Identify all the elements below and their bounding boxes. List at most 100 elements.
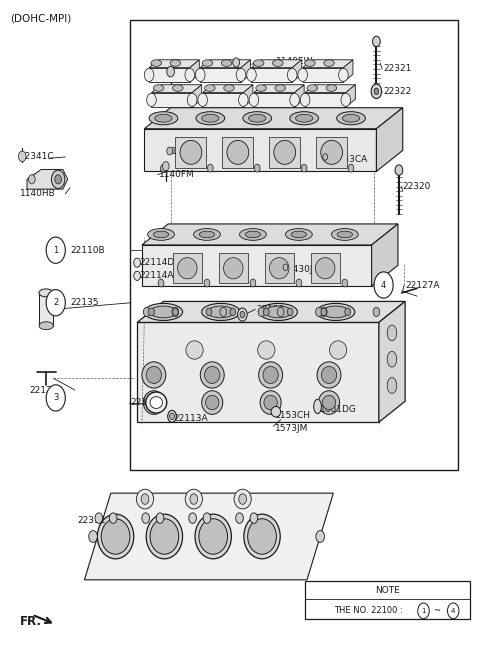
Polygon shape <box>152 93 192 107</box>
Ellipse shape <box>234 489 251 509</box>
Circle shape <box>258 307 265 316</box>
Polygon shape <box>144 129 376 172</box>
Text: 1153CH: 1153CH <box>275 411 311 420</box>
Circle shape <box>418 603 429 619</box>
Ellipse shape <box>146 392 167 413</box>
Text: 22112A: 22112A <box>130 398 165 407</box>
Ellipse shape <box>101 519 130 554</box>
Ellipse shape <box>204 85 215 91</box>
Ellipse shape <box>317 303 355 320</box>
Circle shape <box>250 513 258 523</box>
Ellipse shape <box>315 258 335 279</box>
Ellipse shape <box>180 140 202 164</box>
Circle shape <box>28 174 35 184</box>
Ellipse shape <box>249 114 266 122</box>
Ellipse shape <box>186 341 203 359</box>
Ellipse shape <box>154 85 164 91</box>
Ellipse shape <box>336 112 365 125</box>
Circle shape <box>204 279 210 287</box>
Circle shape <box>395 165 403 175</box>
Polygon shape <box>295 85 304 107</box>
Circle shape <box>144 307 150 316</box>
Circle shape <box>158 279 164 287</box>
Polygon shape <box>305 85 355 93</box>
Circle shape <box>206 308 212 316</box>
Circle shape <box>95 513 103 523</box>
Circle shape <box>149 308 155 316</box>
Circle shape <box>141 494 149 504</box>
Ellipse shape <box>144 391 164 415</box>
Text: 1573JM: 1573JM <box>275 424 308 434</box>
Polygon shape <box>376 108 403 172</box>
Circle shape <box>348 164 354 172</box>
Circle shape <box>321 308 326 316</box>
Circle shape <box>198 93 207 107</box>
Text: 22320: 22320 <box>403 182 431 191</box>
Text: 22311: 22311 <box>77 517 106 525</box>
Text: (DOHC-MPI): (DOHC-MPI) <box>10 14 72 24</box>
Polygon shape <box>343 60 353 82</box>
Ellipse shape <box>202 303 240 320</box>
Ellipse shape <box>202 114 219 122</box>
Ellipse shape <box>199 231 215 238</box>
Polygon shape <box>292 60 302 82</box>
Circle shape <box>283 264 288 270</box>
Circle shape <box>168 411 176 422</box>
Circle shape <box>341 93 350 107</box>
Ellipse shape <box>291 231 307 238</box>
Circle shape <box>238 308 247 321</box>
Ellipse shape <box>227 140 249 164</box>
Circle shape <box>18 151 26 162</box>
Polygon shape <box>152 85 202 93</box>
Polygon shape <box>243 85 253 107</box>
Ellipse shape <box>259 303 298 320</box>
Circle shape <box>172 307 179 316</box>
Ellipse shape <box>244 514 280 559</box>
Ellipse shape <box>269 258 289 279</box>
Ellipse shape <box>172 85 183 91</box>
Text: 4: 4 <box>381 280 386 290</box>
Circle shape <box>342 279 348 287</box>
Ellipse shape <box>243 112 272 125</box>
Ellipse shape <box>286 228 312 240</box>
Ellipse shape <box>148 228 174 240</box>
Circle shape <box>207 164 213 172</box>
Ellipse shape <box>319 391 339 415</box>
Ellipse shape <box>273 60 283 66</box>
Ellipse shape <box>264 395 277 410</box>
Ellipse shape <box>387 378 397 393</box>
Ellipse shape <box>245 231 261 238</box>
Bar <box>39 293 53 326</box>
Polygon shape <box>203 93 243 107</box>
Circle shape <box>185 68 194 82</box>
Ellipse shape <box>265 306 292 318</box>
Polygon shape <box>192 85 202 107</box>
Ellipse shape <box>39 322 53 330</box>
Ellipse shape <box>331 228 358 240</box>
Circle shape <box>247 68 256 82</box>
Text: THE NO. 22100 :: THE NO. 22100 : <box>335 606 403 615</box>
Polygon shape <box>190 60 199 82</box>
Bar <box>305 581 470 619</box>
Circle shape <box>288 68 297 82</box>
Circle shape <box>250 279 256 287</box>
Circle shape <box>46 385 65 411</box>
Ellipse shape <box>296 114 313 122</box>
Polygon shape <box>303 68 343 82</box>
Circle shape <box>288 308 293 316</box>
Circle shape <box>144 68 154 82</box>
Circle shape <box>189 513 196 523</box>
Circle shape <box>277 307 284 316</box>
Circle shape <box>447 603 459 619</box>
Ellipse shape <box>256 85 266 91</box>
Ellipse shape <box>204 367 220 384</box>
Ellipse shape <box>317 362 341 388</box>
Circle shape <box>374 272 393 298</box>
Circle shape <box>203 513 211 523</box>
Polygon shape <box>144 108 403 129</box>
Polygon shape <box>200 68 241 82</box>
Ellipse shape <box>193 228 220 240</box>
Ellipse shape <box>314 399 322 414</box>
Polygon shape <box>149 60 199 68</box>
Text: 1430JB: 1430JB <box>170 147 202 156</box>
